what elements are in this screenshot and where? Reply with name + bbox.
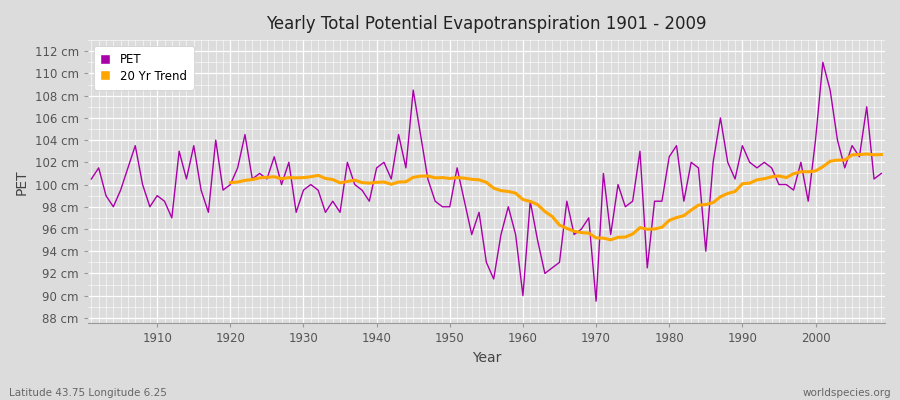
Text: Latitude 43.75 Longitude 6.25: Latitude 43.75 Longitude 6.25 [9, 388, 166, 398]
Title: Yearly Total Potential Evapotranspiration 1901 - 2009: Yearly Total Potential Evapotranspiratio… [266, 15, 706, 33]
Text: worldspecies.org: worldspecies.org [803, 388, 891, 398]
Legend: PET, 20 Yr Trend: PET, 20 Yr Trend [94, 46, 194, 90]
X-axis label: Year: Year [472, 351, 501, 365]
Y-axis label: PET: PET [15, 169, 29, 194]
